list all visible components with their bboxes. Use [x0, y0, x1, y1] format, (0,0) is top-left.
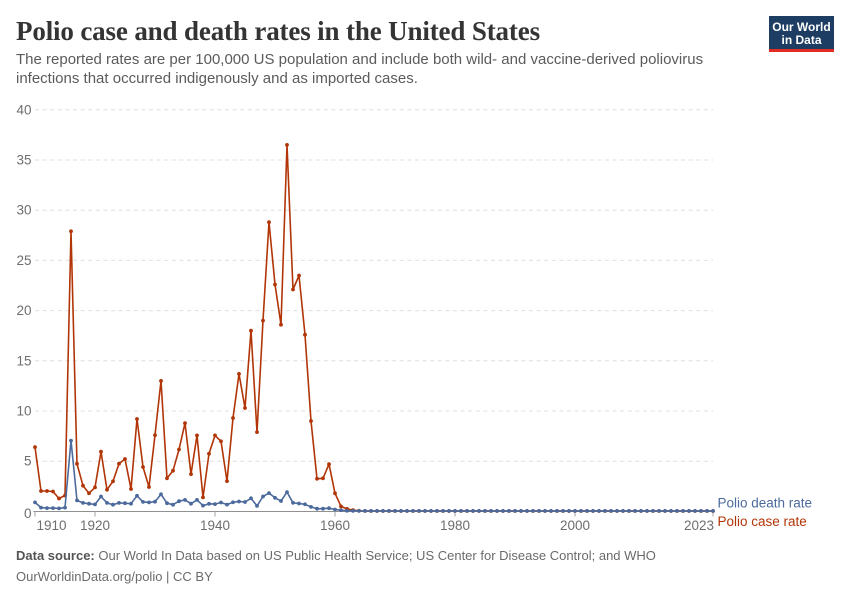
svg-text:1920: 1920	[80, 518, 110, 533]
svg-text:1960: 1960	[320, 518, 350, 533]
svg-text:15: 15	[16, 353, 31, 368]
svg-text:25: 25	[16, 253, 31, 268]
svg-text:35: 35	[16, 153, 31, 168]
svg-text:10: 10	[16, 404, 31, 419]
svg-text:0: 0	[24, 506, 32, 521]
svg-text:Polio death rate: Polio death rate	[718, 496, 813, 511]
svg-text:1940: 1940	[200, 518, 230, 533]
svg-text:20: 20	[16, 303, 31, 318]
svg-text:Polio case rate: Polio case rate	[718, 514, 807, 529]
svg-text:1980: 1980	[440, 518, 470, 533]
svg-text:30: 30	[16, 203, 31, 218]
svg-text:1910: 1910	[37, 518, 67, 533]
svg-text:2023: 2023	[684, 518, 714, 533]
svg-text:5: 5	[24, 454, 32, 469]
svg-text:2000: 2000	[560, 518, 590, 533]
svg-text:40: 40	[16, 102, 31, 117]
